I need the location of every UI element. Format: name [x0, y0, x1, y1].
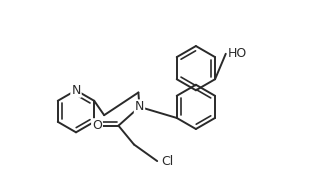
Text: O: O: [92, 119, 102, 132]
Text: N: N: [71, 84, 81, 97]
Text: N: N: [135, 100, 144, 113]
Text: Cl: Cl: [161, 155, 174, 168]
Text: HO: HO: [228, 47, 247, 60]
